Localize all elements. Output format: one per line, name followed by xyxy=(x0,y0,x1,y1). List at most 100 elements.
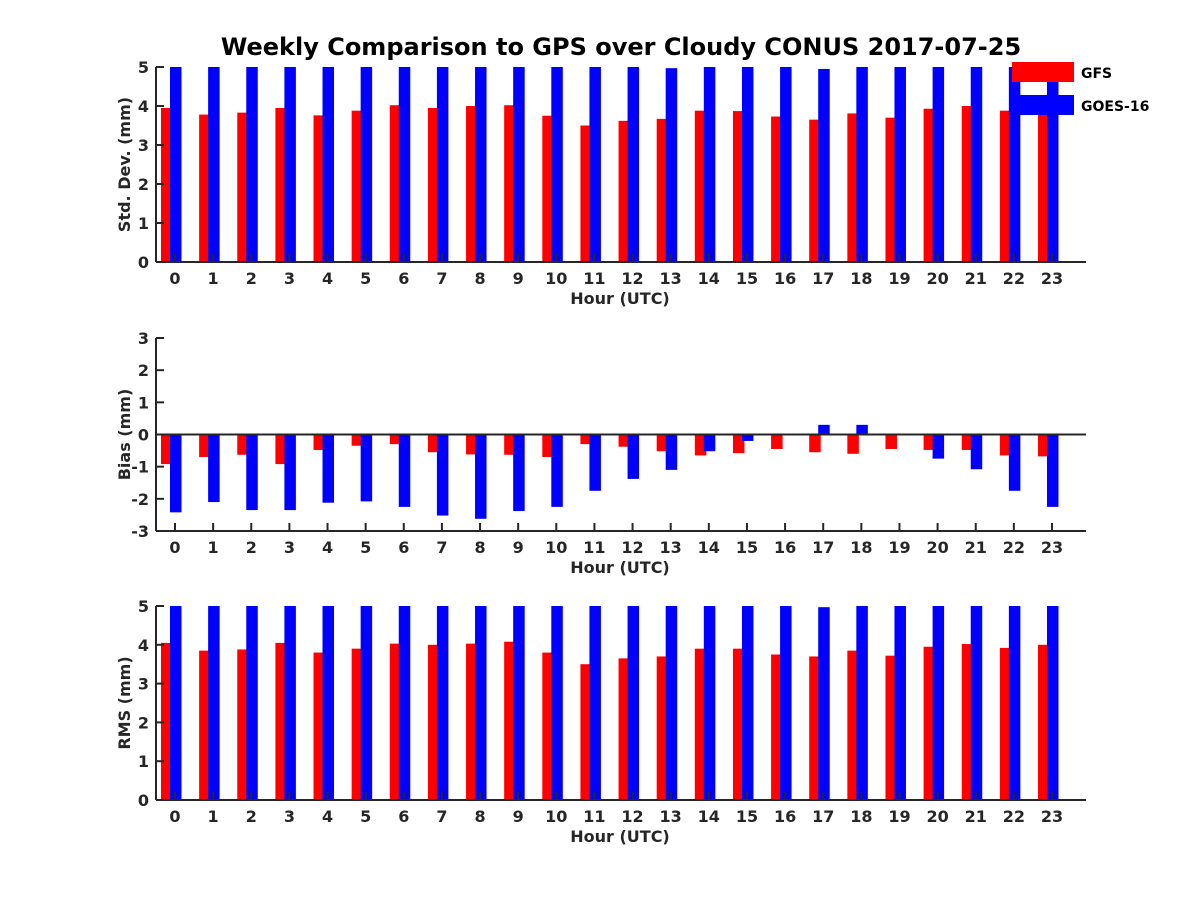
bar-gfs-hour-21 xyxy=(961,644,974,800)
bar-gfs-hour-6 xyxy=(389,105,402,262)
bar-goes-16-hour-10 xyxy=(551,67,563,262)
std-dev-x-tick-label: 3 xyxy=(284,269,295,288)
bar-goes-16-hour-22 xyxy=(1008,67,1021,262)
rms-x-tick-label: 2 xyxy=(246,807,257,826)
rms-y-ticks: 0 1 2 3 4 5 xyxy=(138,597,164,810)
legend: GFS GOES-16 xyxy=(1012,62,1149,115)
bar-goes-16-hour-5 xyxy=(360,67,373,262)
bar-goes-16-hour-20 xyxy=(932,606,945,800)
rms-x-tick-label: 7 xyxy=(436,807,447,826)
bar-goes-16-hour-0 xyxy=(170,606,182,800)
bias-y-tick-label: 0 xyxy=(138,426,149,445)
std-dev-y-tick-label: 0 xyxy=(138,253,149,272)
std-dev-x-tick-label: 21 xyxy=(965,269,987,288)
std-dev-x-tick-label: 6 xyxy=(398,269,409,288)
rms-x-label: Hour (UTC) xyxy=(570,827,670,846)
bias-x-tick-label: 0 xyxy=(169,538,180,557)
bias-x-tick-label: 7 xyxy=(436,538,447,557)
bias-x-tick-label: 15 xyxy=(736,538,758,557)
bar-gfs-hour-13 xyxy=(656,434,669,452)
bar-goes-16-hour-11 xyxy=(589,67,601,262)
rms-x-tick-label: 21 xyxy=(965,807,987,826)
bar-goes-16-hour-4 xyxy=(322,434,335,503)
bar-gfs-hour-6 xyxy=(389,434,402,445)
bias-x-tick-label: 20 xyxy=(926,538,948,557)
rms-y-tick-label: 5 xyxy=(138,597,149,616)
bar-gfs-hour-11 xyxy=(580,125,592,262)
std-dev-x-tick-label: 12 xyxy=(621,269,643,288)
bar-goes-16-hour-6 xyxy=(398,606,411,800)
bar-gfs-hour-18 xyxy=(847,650,859,800)
bias-y-tick-label: -1 xyxy=(131,458,149,477)
bias-y-ticks: -3 -2 -1 0 1 2 3 xyxy=(131,329,164,541)
std-dev-x-tick-label: 19 xyxy=(888,269,910,288)
bar-gfs-hour-15 xyxy=(732,111,745,262)
bias-y-tick-label: -3 xyxy=(131,522,149,541)
bias-x-tick-label: 5 xyxy=(360,538,371,557)
bar-goes-16-hour-10 xyxy=(551,606,563,800)
rms-y-label: RMS (mm) xyxy=(115,656,134,749)
bar-goes-16-hour-14 xyxy=(703,434,716,452)
bar-goes-16-hour-18 xyxy=(856,606,868,800)
bar-gfs-hour-13 xyxy=(656,118,669,263)
bar-gfs-hour-23 xyxy=(1037,644,1050,800)
bar-gfs-hour-5 xyxy=(351,648,364,800)
bar-goes-16-hour-23 xyxy=(1046,606,1059,800)
rms-x-tick-label: 1 xyxy=(208,807,219,826)
std-dev-x-ticks: 0 1 2 3 4 5 6 7 8 9 10 11 12 13 14 15 16 17 18 19 20 21 22 23 xyxy=(169,254,1063,288)
bar-goes-16-hour-15 xyxy=(741,67,754,262)
bar-goes-16-hour-6 xyxy=(398,434,411,507)
bar-gfs-hour-0 xyxy=(161,434,173,465)
bar-gfs-hour-21 xyxy=(961,106,974,262)
bar-gfs-hour-19 xyxy=(885,434,897,449)
rms-x-tick-label: 23 xyxy=(1041,807,1063,826)
bias-x-tick-label: 14 xyxy=(698,538,720,557)
std-dev-y-ticks: 0 1 2 3 4 5 xyxy=(138,58,164,272)
bar-goes-16-hour-8 xyxy=(475,606,487,800)
bar-gfs-hour-7 xyxy=(427,434,440,453)
rms-x-tick-label: 6 xyxy=(398,807,409,826)
bar-gfs-hour-23 xyxy=(1037,111,1050,262)
std-dev-x-tick-label: 18 xyxy=(850,269,872,288)
bar-gfs-hour-12 xyxy=(618,434,631,447)
std-dev-bars xyxy=(161,67,1059,263)
bar-goes-16-hour-19 xyxy=(894,606,906,800)
std-dev-x-tick-label: 9 xyxy=(513,269,524,288)
bar-gfs-hour-14 xyxy=(694,648,707,800)
std-dev-x-tick-label: 20 xyxy=(926,269,948,288)
bar-gfs-hour-1 xyxy=(199,114,211,262)
bar-gfs-hour-9 xyxy=(504,641,516,800)
rms-x-tick-label: 19 xyxy=(888,807,910,826)
bar-goes-16-hour-3 xyxy=(284,606,296,800)
bar-goes-16-hour-21 xyxy=(970,67,983,262)
std-dev-x-tick-label: 11 xyxy=(583,269,605,288)
bar-gfs-hour-16 xyxy=(771,434,783,449)
bar-goes-16-hour-22 xyxy=(1008,606,1021,800)
std-dev-x-tick-label: 10 xyxy=(545,269,567,288)
bar-goes-16-hour-21 xyxy=(970,434,983,470)
bias-x-tick-label: 17 xyxy=(812,538,834,557)
bar-gfs-hour-11 xyxy=(580,664,592,800)
bar-gfs-hour-13 xyxy=(656,656,669,800)
bar-goes-16-hour-20 xyxy=(932,67,945,262)
rms-y-tick-label: 4 xyxy=(138,636,149,655)
std-dev-x-label: Hour (UTC) xyxy=(570,289,670,308)
bar-goes-16-hour-20 xyxy=(932,434,945,459)
bar-gfs-hour-17 xyxy=(809,434,821,453)
bar-gfs-hour-23 xyxy=(1037,434,1050,457)
rms-x-tick-label: 15 xyxy=(736,807,758,826)
bar-gfs-hour-16 xyxy=(771,654,783,800)
bar-goes-16-hour-17 xyxy=(818,68,830,262)
bar-goes-16-hour-1 xyxy=(208,434,220,503)
bias-x-ticks: 0 1 2 3 4 5 6 7 8 9 10 11 12 13 14 15 16 17 18 19 20 21 22 23 xyxy=(169,523,1063,557)
bar-goes-16-hour-21 xyxy=(970,606,983,800)
bias-x-tick-label: 13 xyxy=(660,538,682,557)
bar-goes-16-hour-12 xyxy=(627,67,640,262)
std-dev-x-tick-label: 1 xyxy=(208,269,219,288)
bar-gfs-hour-20 xyxy=(923,434,936,450)
bias-x-tick-label: 2 xyxy=(246,538,257,557)
bar-gfs-hour-10 xyxy=(542,115,554,262)
rms-x-tick-label: 5 xyxy=(360,807,371,826)
